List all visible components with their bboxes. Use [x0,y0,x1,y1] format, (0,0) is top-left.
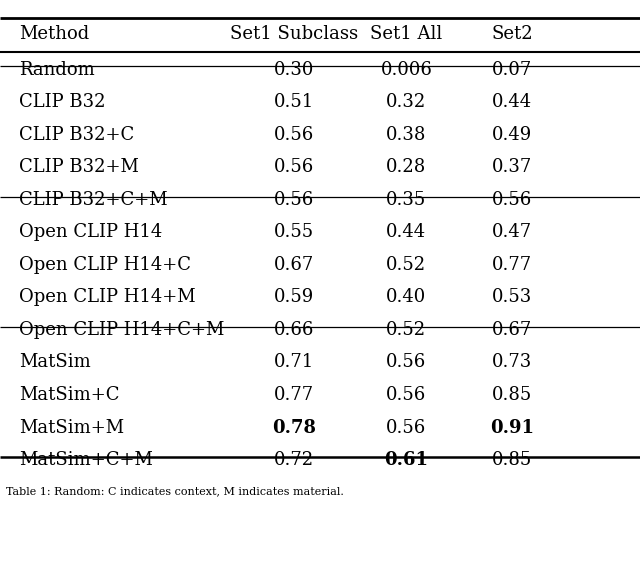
Text: 0.38: 0.38 [386,126,427,144]
Text: 0.85: 0.85 [492,386,532,404]
Text: 0.53: 0.53 [492,288,532,306]
Text: 0.56: 0.56 [387,386,426,404]
Text: Open CLIP H14: Open CLIP H14 [19,223,163,241]
Text: 0.77: 0.77 [492,256,532,274]
Text: Open CLIP H14+C+M: Open CLIP H14+C+M [19,321,225,339]
Text: 0.44: 0.44 [387,223,426,241]
Text: 0.006: 0.006 [380,61,433,79]
Text: 0.56: 0.56 [387,419,426,436]
Text: 0.52: 0.52 [387,321,426,339]
Text: MatSim+C+M: MatSim+C+M [19,451,153,469]
Text: Open CLIP H14+M: Open CLIP H14+M [19,288,196,306]
Text: 0.51: 0.51 [275,93,314,111]
Text: Set1 All: Set1 All [371,25,442,43]
Text: MatSim+M: MatSim+M [19,419,124,436]
Text: 0.67: 0.67 [492,321,532,339]
Text: 0.56: 0.56 [275,158,314,176]
Text: CLIP B32+C: CLIP B32+C [19,126,134,144]
Text: 0.40: 0.40 [387,288,426,306]
Text: 0.91: 0.91 [490,419,534,436]
Text: 0.56: 0.56 [387,353,426,371]
Text: 0.72: 0.72 [275,451,314,469]
Text: Open CLIP H14+C: Open CLIP H14+C [19,256,191,274]
Text: Set1 Subclass: Set1 Subclass [230,25,358,43]
Text: Table 1: Random: C indicates context, M indicates material.: Table 1: Random: C indicates context, M … [6,486,344,496]
Text: 0.56: 0.56 [492,191,532,209]
Text: Random: Random [19,61,95,79]
Text: 0.85: 0.85 [492,451,532,469]
Text: 0.59: 0.59 [275,288,314,306]
Text: CLIP B32+M: CLIP B32+M [19,158,139,176]
Text: CLIP B32+C+M: CLIP B32+C+M [19,191,168,209]
Text: 0.61: 0.61 [385,451,428,469]
Text: 0.47: 0.47 [492,223,532,241]
Text: 0.35: 0.35 [387,191,426,209]
Text: 0.28: 0.28 [387,158,426,176]
Text: 0.30: 0.30 [274,61,315,79]
Text: 0.56: 0.56 [275,191,314,209]
Text: 0.44: 0.44 [492,93,532,111]
Text: 0.56: 0.56 [275,126,314,144]
Text: 0.78: 0.78 [273,419,316,436]
Text: 0.37: 0.37 [492,158,532,176]
Text: 0.73: 0.73 [492,353,532,371]
Text: Method: Method [19,25,90,43]
Text: MatSim: MatSim [19,353,91,371]
Text: CLIP B32: CLIP B32 [19,93,106,111]
Text: MatSim+C: MatSim+C [19,386,120,404]
Text: 0.49: 0.49 [492,126,532,144]
Text: 0.52: 0.52 [387,256,426,274]
Text: 0.32: 0.32 [387,93,426,111]
Text: 0.71: 0.71 [275,353,314,371]
Text: 0.67: 0.67 [275,256,314,274]
Text: 0.77: 0.77 [275,386,314,404]
Text: Set2: Set2 [491,25,533,43]
Text: 0.07: 0.07 [492,61,532,79]
Text: 0.66: 0.66 [274,321,315,339]
Text: 0.55: 0.55 [275,223,314,241]
